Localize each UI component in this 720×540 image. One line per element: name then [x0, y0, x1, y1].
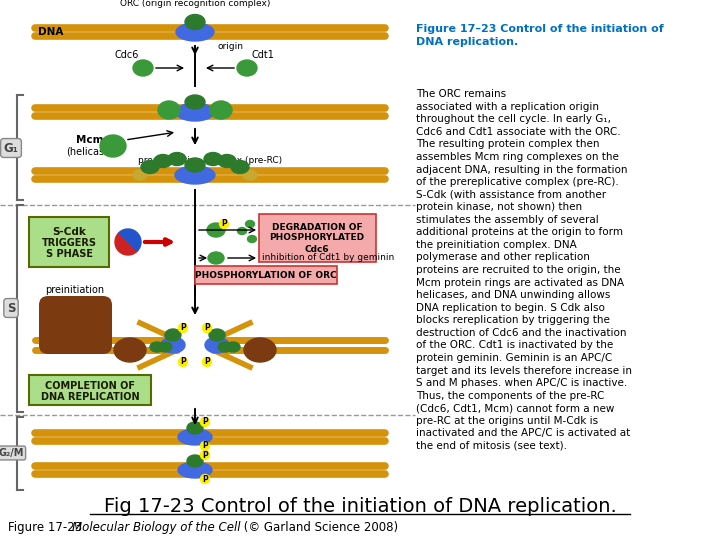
Ellipse shape — [205, 337, 229, 353]
Text: Mcm: Mcm — [76, 135, 104, 145]
Text: prereplicative complex (pre-RC): prereplicative complex (pre-RC) — [138, 156, 282, 165]
Text: P: P — [180, 323, 186, 333]
Text: P: P — [202, 417, 208, 427]
Ellipse shape — [100, 135, 126, 157]
Ellipse shape — [185, 95, 205, 109]
Text: DNA: DNA — [38, 27, 63, 37]
Ellipse shape — [226, 342, 240, 352]
FancyBboxPatch shape — [29, 375, 151, 405]
Ellipse shape — [231, 160, 249, 173]
Ellipse shape — [141, 160, 159, 173]
Text: (helicase): (helicase) — [66, 147, 114, 157]
Ellipse shape — [133, 60, 153, 76]
Ellipse shape — [210, 101, 232, 119]
Text: (© Garland Science 2008): (© Garland Science 2008) — [240, 521, 398, 534]
FancyBboxPatch shape — [29, 217, 109, 267]
Ellipse shape — [168, 152, 186, 165]
Text: S PHASE: S PHASE — [45, 249, 92, 259]
Text: TRIGGERS: TRIGGERS — [42, 238, 96, 248]
Text: Cdc6: Cdc6 — [114, 50, 139, 60]
Circle shape — [200, 475, 210, 483]
Circle shape — [202, 357, 212, 367]
Text: P: P — [204, 357, 210, 367]
Text: P: P — [221, 219, 227, 228]
Ellipse shape — [133, 170, 147, 180]
Ellipse shape — [187, 422, 203, 434]
Text: P: P — [202, 450, 208, 460]
Ellipse shape — [238, 227, 246, 234]
Text: complex: complex — [54, 296, 96, 306]
Text: Fig 17-23 Control of the initiation of DNA replication.: Fig 17-23 Control of the initiation of D… — [104, 497, 616, 516]
Ellipse shape — [161, 337, 185, 353]
Text: origin: origin — [217, 42, 243, 51]
Circle shape — [179, 323, 187, 333]
Ellipse shape — [246, 220, 254, 227]
Text: The ORC remains
associated with a replication origin
throughout the cell cycle. : The ORC remains associated with a replic… — [416, 89, 632, 451]
Text: DEGRADATION OF: DEGRADATION OF — [271, 222, 362, 232]
Ellipse shape — [185, 15, 205, 30]
FancyBboxPatch shape — [39, 296, 112, 354]
Text: S-Cdk: S-Cdk — [52, 227, 86, 237]
Text: Molecular Biology of the Cell: Molecular Biology of the Cell — [72, 521, 240, 534]
Text: Cdc6: Cdc6 — [305, 245, 329, 253]
Ellipse shape — [204, 152, 222, 165]
Ellipse shape — [208, 252, 224, 264]
Ellipse shape — [209, 329, 225, 341]
Text: Cdt1: Cdt1 — [251, 50, 274, 60]
Circle shape — [179, 357, 187, 367]
Text: P: P — [204, 323, 210, 333]
Text: P: P — [180, 357, 186, 367]
Text: DNA REPLICATION: DNA REPLICATION — [41, 392, 139, 402]
Ellipse shape — [158, 101, 180, 119]
Text: Figure 17-23: Figure 17-23 — [8, 521, 89, 534]
Ellipse shape — [158, 342, 172, 352]
Ellipse shape — [175, 166, 215, 184]
Text: P: P — [202, 442, 208, 450]
Circle shape — [220, 219, 228, 228]
Ellipse shape — [165, 329, 181, 341]
FancyBboxPatch shape — [259, 214, 376, 262]
Circle shape — [202, 323, 212, 333]
Ellipse shape — [244, 338, 276, 362]
Text: ORC (origin recognition complex): ORC (origin recognition complex) — [120, 0, 270, 8]
Ellipse shape — [154, 154, 172, 167]
Ellipse shape — [185, 158, 205, 172]
Circle shape — [200, 442, 210, 450]
Ellipse shape — [187, 455, 203, 467]
Ellipse shape — [237, 60, 257, 76]
Ellipse shape — [207, 223, 225, 237]
Text: G₁: G₁ — [4, 141, 19, 154]
Wedge shape — [119, 229, 141, 251]
Text: S: S — [6, 301, 15, 314]
Ellipse shape — [176, 103, 214, 121]
Text: P: P — [202, 475, 208, 483]
Wedge shape — [115, 233, 138, 255]
Text: PHOSPHORYLATED: PHOSPHORYLATED — [269, 233, 364, 242]
Text: preinitiation: preinitiation — [45, 285, 104, 295]
Ellipse shape — [114, 338, 146, 362]
FancyBboxPatch shape — [195, 266, 337, 284]
Ellipse shape — [178, 429, 212, 445]
Ellipse shape — [243, 170, 257, 180]
Ellipse shape — [178, 462, 212, 478]
Ellipse shape — [218, 154, 236, 167]
Ellipse shape — [150, 342, 164, 352]
Text: Figure 17–23 Control of the initiation of
DNA replication.: Figure 17–23 Control of the initiation o… — [416, 24, 664, 46]
Text: PHOSPHORYLATION OF ORC: PHOSPHORYLATION OF ORC — [195, 271, 337, 280]
Ellipse shape — [176, 23, 214, 41]
Text: G₂/M: G₂/M — [0, 448, 24, 458]
Circle shape — [200, 450, 210, 460]
Ellipse shape — [248, 235, 256, 242]
Ellipse shape — [218, 342, 232, 352]
Circle shape — [200, 417, 210, 427]
Text: inhibition of Cdt1 by geminin: inhibition of Cdt1 by geminin — [262, 253, 395, 262]
Text: COMPLETION OF: COMPLETION OF — [45, 381, 135, 391]
